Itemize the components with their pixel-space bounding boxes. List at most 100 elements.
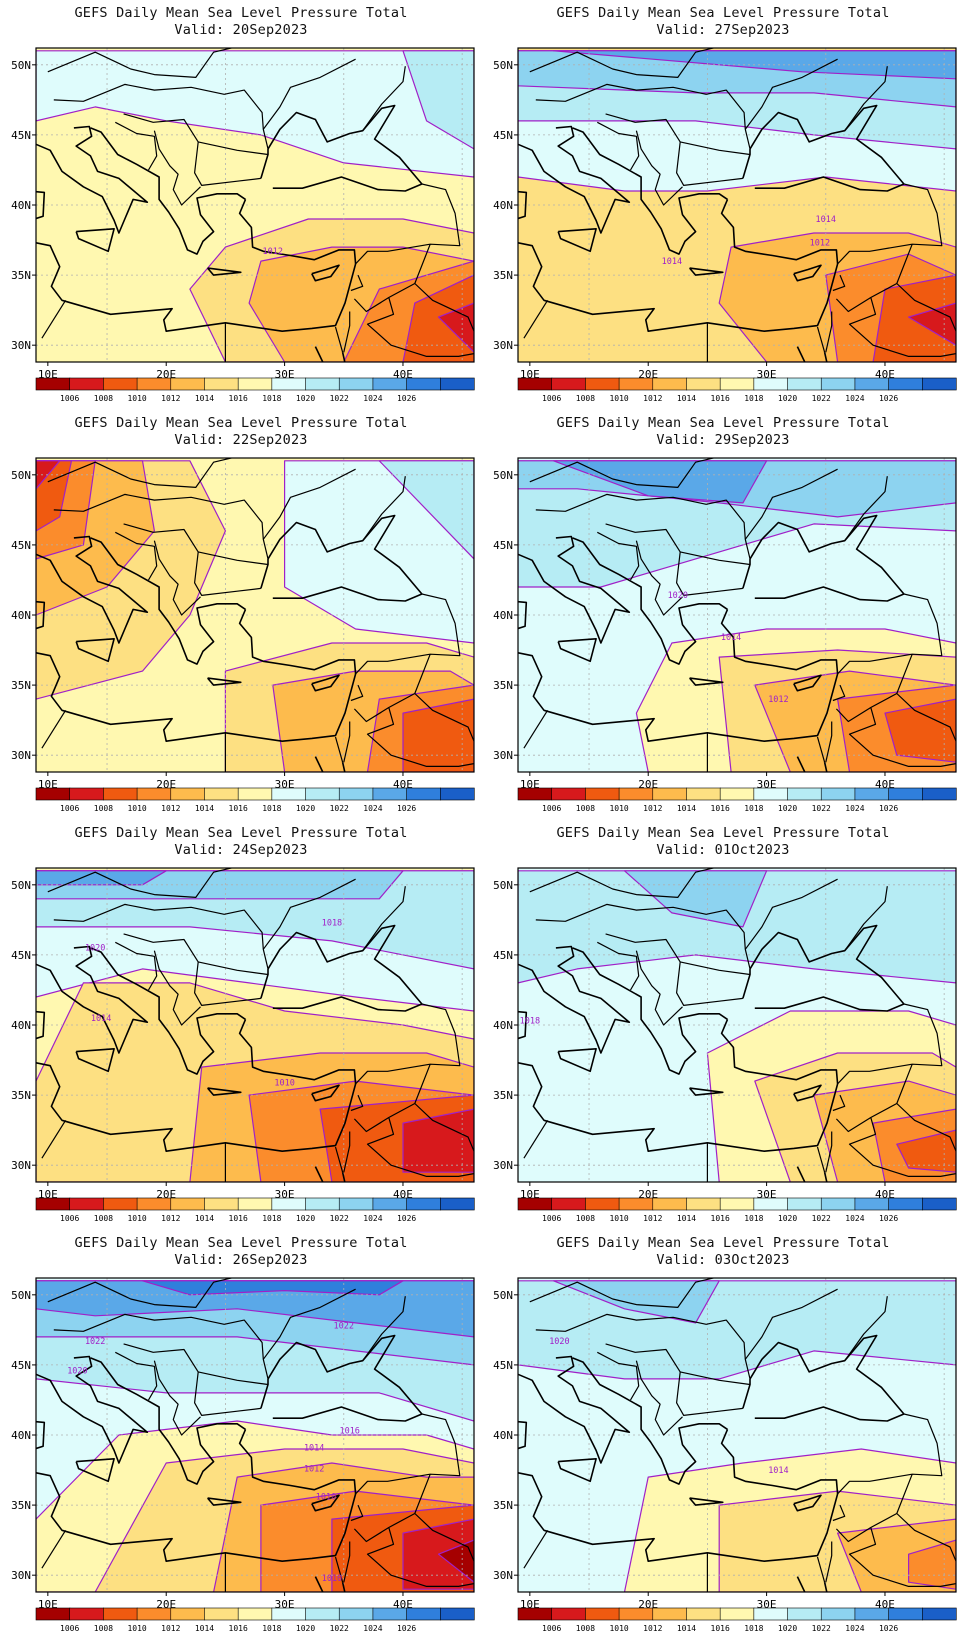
colorbar-segment: [136, 377, 172, 391]
colorbar-label: 1020: [778, 1214, 797, 1223]
colorbar-label: 1024: [845, 1214, 864, 1223]
panel-title: GEFS Daily Mean Sea Level Pressure Total: [74, 5, 408, 21]
colorbar-label: 1026: [879, 1214, 898, 1223]
colorbar-label: 1010: [127, 394, 146, 403]
pressure-band: [623, 870, 768, 928]
colorbar-label: 1014: [195, 1624, 214, 1633]
colorbar: 1006 1008 1010 1012 1014 1016 1018 1020 1022 1024…: [35, 377, 475, 403]
colorbar-segment: [618, 1197, 654, 1211]
contour-label: 1020: [549, 1337, 569, 1347]
contour-labels: 1022 1022 1020 1016 1014 1012 1010 1010: [67, 1321, 360, 1583]
colorbar-label: 1008: [576, 394, 595, 403]
y-tick-label: 45N: [493, 1359, 513, 1372]
panel-valid-date: Valid: 29Sep2023: [656, 432, 790, 448]
colorbar-label: 1020: [778, 394, 797, 403]
y-tick-label: 45N: [493, 539, 513, 552]
colorbar-label: 1018: [744, 1214, 763, 1223]
colorbar-segment: [820, 377, 856, 391]
colorbar-label: 1016: [229, 394, 248, 403]
colorbar-segment: [551, 377, 586, 391]
y-tick-label: 40N: [11, 1019, 31, 1032]
contour-labels: 1014 1012 1014: [662, 215, 836, 267]
pressure-band: [402, 1108, 474, 1173]
contour-label: 1016: [339, 1427, 359, 1437]
colorbar-segment: [854, 787, 890, 801]
colorbar-segment: [69, 787, 104, 801]
pressure-band: [402, 50, 474, 150]
contour-label: 1014: [91, 1014, 111, 1024]
colorbar-segment: [787, 1197, 822, 1211]
colorbar-label: 1006: [60, 1624, 79, 1633]
colorbar-segment: [440, 377, 475, 391]
colorbar-segment: [922, 787, 957, 801]
panel-valid-date: Valid: 26Sep2023: [174, 1252, 308, 1268]
colorbar-label: 1008: [94, 1624, 113, 1633]
y-tick-label: 40N: [493, 199, 513, 212]
colorbar-segment: [753, 377, 789, 391]
y-tick-label: 45N: [11, 949, 31, 962]
colorbar-segment: [517, 1197, 553, 1211]
colorbar-label: 1012: [643, 1214, 662, 1223]
colorbar-label: 1024: [845, 394, 864, 403]
contour-label: 1012: [304, 1464, 324, 1474]
colorbar-segment: [338, 787, 374, 801]
colorbar-segment: [820, 1197, 856, 1211]
colorbar-segment: [271, 787, 307, 801]
colorbar-label: 1006: [542, 1624, 561, 1633]
colorbar-segment: [854, 1197, 890, 1211]
colorbar-segment: [787, 787, 822, 801]
colorbar-label: 1014: [677, 1624, 696, 1633]
y-axis: 50N 45N 40N 35N 30N: [11, 59, 36, 352]
y-tick-label: 50N: [11, 469, 31, 482]
colorbar-label: 1020: [296, 1214, 315, 1223]
colorbar-segment: [888, 787, 923, 801]
colorbar-segment: [753, 1607, 789, 1621]
colorbar-segment: [618, 1607, 654, 1621]
colorbar-segment: [103, 787, 138, 801]
contour-label: 1014: [304, 1443, 324, 1453]
y-tick-label: 35N: [493, 269, 513, 282]
gridlines: [36, 48, 474, 362]
contour-label: 1012: [810, 239, 830, 249]
map-panel-29sep: 1020 1014 1012 50N 45N 40N 35N 30N 10E 20E 30E 40E 1…: [482, 410, 964, 820]
coastlines: [518, 458, 956, 772]
colorbar-segment: [305, 1607, 340, 1621]
colorbar-segment: [719, 787, 755, 801]
y-tick-label: 50N: [493, 59, 513, 72]
colorbar-segment: [204, 787, 239, 801]
colorbar-label: 1016: [711, 1624, 730, 1633]
colorbar-label: 1010: [127, 804, 146, 813]
colorbar-label: 1008: [94, 804, 113, 813]
y-tick-label: 35N: [493, 679, 513, 692]
colorbar-label: 1024: [363, 1624, 382, 1633]
pressure-band: [908, 1539, 956, 1590]
colorbar-segment: [170, 1607, 206, 1621]
colorbar-segment: [551, 1197, 586, 1211]
map-panel-27sep: 1014 1012 1014 50N 45N 40N 35N 30N 10E 20E 30E 40E 1…: [482, 0, 964, 410]
colorbar-segment: [652, 787, 688, 801]
colorbar-label: 1016: [711, 394, 730, 403]
colorbar-label: 1022: [812, 394, 831, 403]
coastlines: [36, 458, 474, 772]
panel-valid-date: Valid: 22Sep2023: [174, 432, 308, 448]
colorbar-segment: [69, 1197, 104, 1211]
colorbar-segment: [888, 377, 923, 391]
colorbar-label: 1018: [744, 804, 763, 813]
colorbar-label: 1026: [397, 804, 416, 813]
colorbar-segment: [204, 377, 239, 391]
colorbar-segment: [585, 787, 620, 801]
colorbar-label: 1010: [609, 1214, 628, 1223]
coastlines: [36, 48, 474, 362]
y-tick-label: 50N: [493, 469, 513, 482]
colorbar-label: 1022: [330, 394, 349, 403]
y-tick-label: 30N: [493, 749, 513, 762]
colorbar-segment: [372, 1197, 408, 1211]
contour-label: 1018: [322, 918, 342, 928]
colorbar-segment: [686, 787, 721, 801]
colorbar-label: 1024: [363, 804, 382, 813]
y-axis: 50N 45N 40N 35N 30N: [11, 879, 36, 1172]
colorbar-label: 1006: [60, 394, 79, 403]
